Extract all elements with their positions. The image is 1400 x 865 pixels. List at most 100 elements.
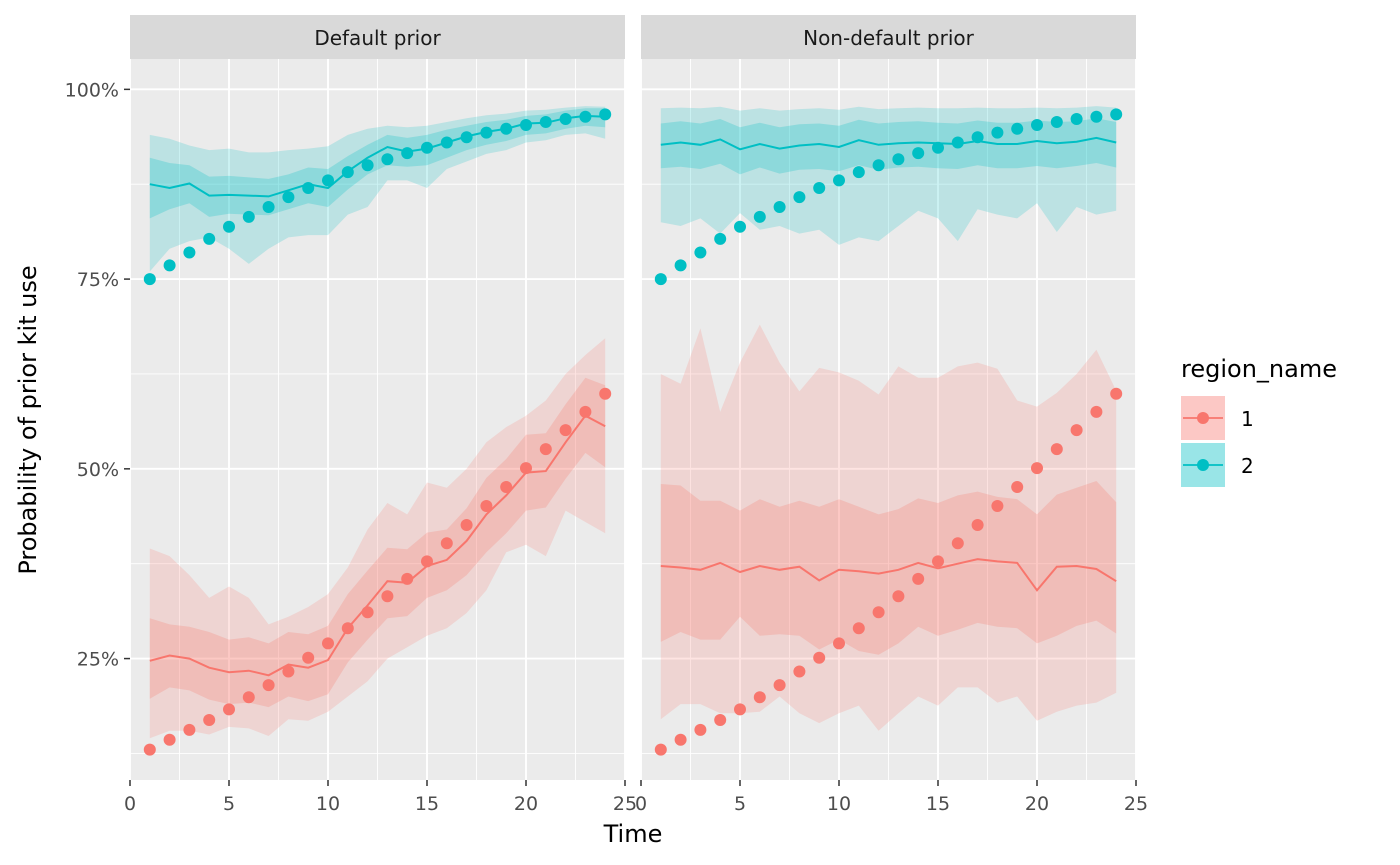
x-tick-label: 25 xyxy=(1124,793,1148,815)
data-point-series-2 xyxy=(773,201,786,213)
data-point-series-2 xyxy=(401,147,414,160)
data-point-series-2 xyxy=(813,182,826,194)
ribbons xyxy=(660,106,1117,731)
data-point-series-2 xyxy=(734,220,746,233)
strip-title: Non-default prior xyxy=(803,26,975,50)
data-point-series-1 xyxy=(714,714,727,726)
legend-label: 2 xyxy=(1241,454,1254,478)
data-point-series-1 xyxy=(520,462,532,475)
data-point-series-1 xyxy=(559,424,572,437)
data-point-series-2 xyxy=(242,210,255,223)
data-point-series-2 xyxy=(322,174,334,187)
strip-title: Default prior xyxy=(314,26,441,50)
legend-label: 1 xyxy=(1241,407,1254,431)
ribbon-outer-series-2 xyxy=(149,106,606,272)
data-point-series-1 xyxy=(951,537,964,550)
data-point-series-1 xyxy=(223,703,235,716)
data-point-series-1 xyxy=(1110,387,1123,400)
x-tick-label: 10 xyxy=(827,793,851,815)
data-point-series-2 xyxy=(282,191,295,204)
data-point-series-2 xyxy=(912,147,925,160)
x-tick-label: 20 xyxy=(514,793,538,815)
data-point-series-2 xyxy=(1110,108,1123,121)
median-line-series-1 xyxy=(660,558,1117,592)
data-point-series-1 xyxy=(773,679,786,692)
data-point-series-1 xyxy=(1050,443,1063,456)
y-axis-title: Probability of prior kit use xyxy=(14,265,42,574)
data-point-series-1 xyxy=(912,572,925,585)
data-point-series-1 xyxy=(599,387,612,400)
data-point-series-2 xyxy=(183,246,196,259)
data-point-series-2 xyxy=(1011,122,1024,135)
data-point-series-1 xyxy=(480,500,493,512)
x-tick-label: 0 xyxy=(124,793,136,815)
data-point-series-1 xyxy=(460,519,473,531)
data-point-series-1 xyxy=(302,651,315,664)
data-point-series-2 xyxy=(460,131,473,144)
data-point-series-1 xyxy=(341,622,354,635)
data-point-series-1 xyxy=(242,691,255,704)
x-tick-label: 20 xyxy=(1025,793,1049,815)
ribbon-outer-series-1 xyxy=(660,324,1117,731)
data-point-series-1 xyxy=(183,723,196,736)
data-point-series-1 xyxy=(282,665,295,678)
data-point-series-2 xyxy=(714,232,727,245)
y-tick-label: 75% xyxy=(77,269,119,291)
data-point-series-2 xyxy=(520,119,532,131)
data-point-series-2 xyxy=(599,108,612,121)
ribbon-inner-series-1 xyxy=(149,377,606,708)
data-point-series-2 xyxy=(694,246,707,259)
x-axis: 0 5 10 15 20 25 xyxy=(124,780,637,815)
data-point-series-1 xyxy=(1070,424,1083,437)
data-point-series-2 xyxy=(1031,119,1043,131)
data-point-series-1 xyxy=(654,743,667,756)
data-point-series-2 xyxy=(674,259,687,272)
data-point-series-2 xyxy=(421,141,433,154)
data-point-series-1 xyxy=(932,555,944,568)
data-point-series-1 xyxy=(1090,405,1103,418)
data-point-series-1 xyxy=(1031,462,1043,475)
y-axis: 25% 50% 75% 100% xyxy=(65,79,130,671)
legend-key-point xyxy=(1197,459,1209,471)
data-point-series-2 xyxy=(302,182,315,194)
data-point-series-2 xyxy=(991,126,1004,139)
data-point-series-2 xyxy=(381,153,394,166)
data-point-series-2 xyxy=(951,136,964,149)
data-point-series-1 xyxy=(361,606,374,619)
median-line-series-2 xyxy=(660,136,1117,151)
data-point-series-1 xyxy=(793,665,806,678)
data-point-series-2 xyxy=(971,131,984,144)
data-point-series-2 xyxy=(833,174,845,187)
data-point-series-1 xyxy=(262,679,275,692)
legend-key-1: 1 xyxy=(1181,396,1254,440)
data-point-series-1 xyxy=(1011,481,1024,493)
data-point-series-2 xyxy=(932,141,944,154)
data-point-series-2 xyxy=(203,232,216,245)
data-point-series-1 xyxy=(674,733,687,746)
data-point-series-1 xyxy=(500,481,513,493)
data-point-series-1 xyxy=(872,606,885,619)
data-point-series-2 xyxy=(892,153,905,166)
panel-default-prior: Default prior 0 5 10 15 20 25 xyxy=(124,15,637,815)
data-point-series-2 xyxy=(341,166,354,179)
data-point-series-2 xyxy=(1050,116,1063,128)
data-point-series-2 xyxy=(793,191,806,204)
legend-key-point xyxy=(1197,412,1209,424)
ribbon-inner-series-2 xyxy=(660,118,1117,175)
data-point-series-1 xyxy=(143,743,156,756)
data-points xyxy=(654,108,1123,756)
data-point-series-2 xyxy=(872,159,885,172)
data-point-series-1 xyxy=(381,590,394,603)
data-point-series-1 xyxy=(322,637,334,650)
legend: region_name 1 2 xyxy=(1181,355,1337,487)
data-point-series-2 xyxy=(440,136,453,149)
x-tick-label: 10 xyxy=(316,793,340,815)
strip-background xyxy=(641,15,1136,59)
data-point-series-2 xyxy=(361,159,374,172)
data-point-series-1 xyxy=(163,733,176,746)
data-point-series-1 xyxy=(579,405,592,418)
y-tick-label: 50% xyxy=(77,459,119,481)
data-point-series-2 xyxy=(852,166,865,179)
data-point-series-1 xyxy=(401,572,414,585)
x-tick-label: 5 xyxy=(734,793,746,815)
